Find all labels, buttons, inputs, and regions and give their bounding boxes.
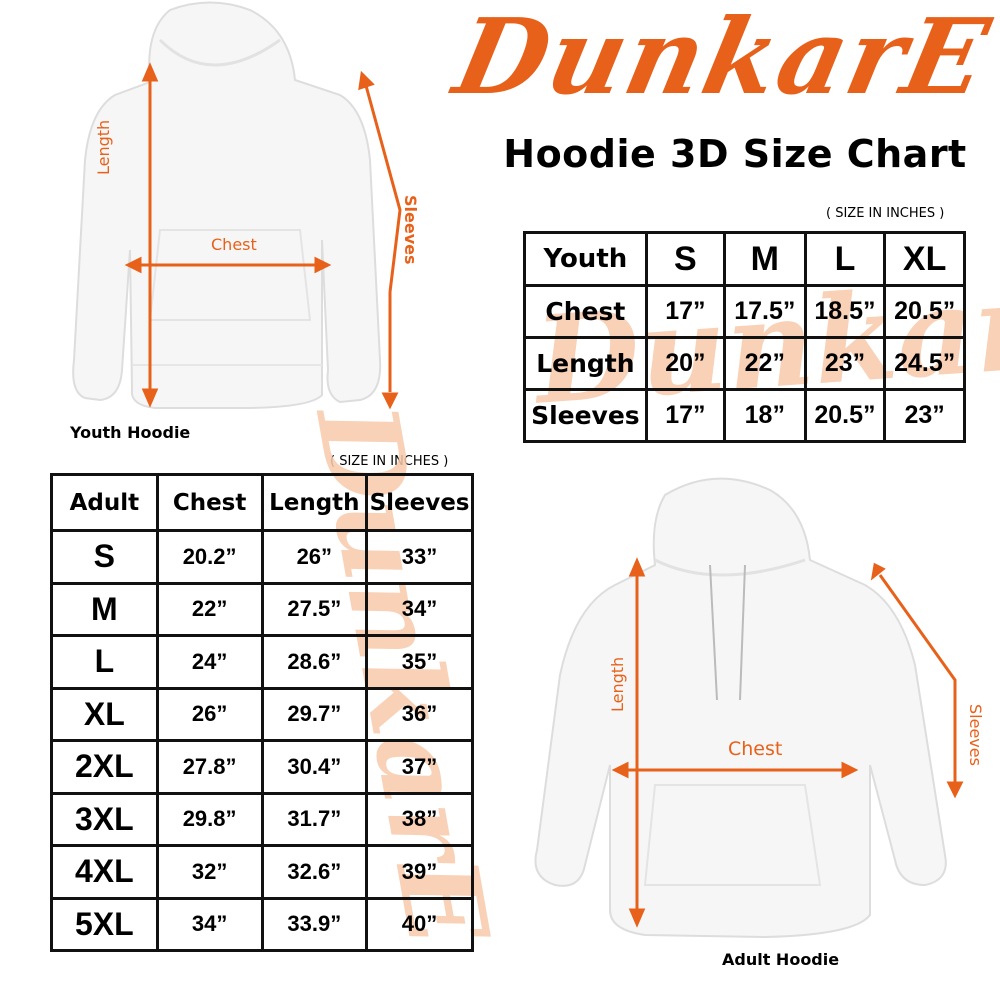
row-label: Chest — [523, 284, 648, 339]
header-cell: M — [723, 231, 807, 287]
header-cell: S — [644, 231, 727, 287]
row-label: L — [50, 634, 159, 690]
table-cell: 28.6” — [260, 634, 369, 690]
table-cell: 24.5” — [883, 336, 966, 391]
table-cell: 31.7” — [260, 791, 369, 847]
table-cell: 36” — [365, 686, 474, 742]
table-cell: 18.5” — [803, 284, 887, 339]
table-cell: 20.2” — [155, 529, 264, 585]
row-label: 3XL — [50, 791, 159, 847]
adult-length-label: Length — [608, 656, 627, 712]
adult-sleeves-label: Sleeves — [966, 704, 985, 766]
header-cell: Length — [260, 473, 369, 532]
youth-size-table: Youth S M L XL Chest 17” 17.5” 18.5” 20.5” Length 2… — [523, 231, 966, 443]
adult-hoodie-caption: Adult Hoodie — [722, 950, 840, 969]
brand-logo: DunkarE — [445, 0, 1000, 118]
table-cell: 34” — [365, 581, 474, 637]
table-cell: 32” — [155, 844, 264, 900]
table-row: 2XL 27.8” 30.4” 37” — [50, 739, 474, 795]
table-cell: 20.5” — [803, 388, 887, 443]
table-cell: 30.4” — [260, 739, 369, 795]
table-cell: 34” — [155, 896, 264, 952]
table-cell: 22” — [723, 336, 807, 391]
table-cell: 40” — [365, 896, 474, 952]
row-label: 2XL — [50, 739, 159, 795]
header-cell: Chest — [155, 473, 264, 532]
table-cell: 17” — [644, 388, 727, 443]
table-row: Chest 17” 17.5” 18.5” 20.5” — [523, 284, 966, 339]
table-cell: 27.8” — [155, 739, 264, 795]
table-cell: 17” — [644, 284, 727, 339]
row-label: XL — [50, 686, 159, 742]
table-cell: 18” — [723, 388, 807, 443]
youth-length-label: Length — [94, 119, 113, 175]
table-row: 5XL 34” 33.9” 40” — [50, 896, 474, 952]
youth-hoodie-caption: Youth Hoodie — [70, 423, 191, 442]
table-cell: 33.9” — [260, 896, 369, 952]
table-cell: 37” — [365, 739, 474, 795]
table-cell: 38” — [365, 791, 474, 847]
table-row: 4XL 32” 32.6” 39” — [50, 844, 474, 900]
table-cell: 20” — [644, 336, 727, 391]
youth-hoodie-image — [72, 1, 402, 410]
table-row: Length 20” 22” 23” 24.5” — [523, 336, 966, 391]
table-row: XL 26” 29.7” 36” — [50, 686, 474, 742]
table-cell: 20.5” — [883, 284, 966, 339]
table-row: L 24” 28.6” 35” — [50, 634, 474, 690]
table-cell: 26” — [155, 686, 264, 742]
youth-units-note: ( SIZE IN INCHES ) — [826, 206, 945, 221]
table-cell: 23” — [803, 336, 887, 391]
row-label: S — [50, 529, 159, 585]
header-row: Adult Chest Length Sleeves — [50, 473, 474, 532]
row-label: Length — [523, 336, 648, 391]
header-row: Youth S M L XL — [523, 231, 966, 287]
header-cell: Sleeves — [365, 473, 474, 532]
header-cell: XL — [883, 231, 966, 287]
table-cell: 29.7” — [260, 686, 369, 742]
table-cell: 17.5” — [723, 284, 807, 339]
adult-units-note: ( SIZE IN INCHES ) — [330, 454, 449, 469]
table-row: S 20.2” 26” 33” — [50, 529, 474, 585]
adult-size-table: Adult Chest Length Sleeves S 20.2” 26” 33” M 22” 2… — [50, 473, 474, 952]
youth-sleeves-label: Sleeves — [401, 195, 420, 265]
adult-hoodie-image — [534, 477, 964, 939]
table-row: M 22” 27.5” 34” — [50, 581, 474, 637]
table-cell: 29.8” — [155, 791, 264, 847]
table-cell: 24” — [155, 634, 264, 690]
table-cell: 35” — [365, 634, 474, 690]
row-label: M — [50, 581, 159, 637]
page-title: Hoodie 3D Size Chart — [503, 132, 967, 176]
header-cell: Adult — [50, 473, 159, 532]
header-cell: L — [803, 231, 887, 287]
youth-chest-label: Chest — [211, 235, 257, 254]
table-cell: 27.5” — [260, 581, 369, 637]
table-row: 3XL 29.8” 31.7” 38” — [50, 791, 474, 847]
table-row: Sleeves 17” 18” 20.5” 23” — [523, 388, 966, 443]
table-cell: 32.6” — [260, 844, 369, 900]
row-label: 4XL — [50, 844, 159, 900]
table-cell: 26” — [260, 529, 369, 585]
table-cell: 23” — [883, 388, 966, 443]
adult-chest-label: Chest — [728, 738, 783, 760]
table-cell: 33” — [365, 529, 474, 585]
header-cell: Youth — [523, 231, 648, 287]
table-cell: 22” — [155, 581, 264, 637]
row-label: 5XL — [50, 896, 159, 952]
table-cell: 39” — [365, 844, 474, 900]
row-label: Sleeves — [523, 388, 648, 443]
